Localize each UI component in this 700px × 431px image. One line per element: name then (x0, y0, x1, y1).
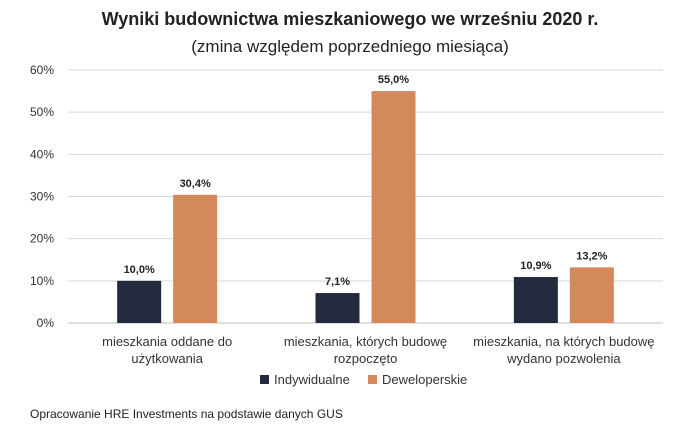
legend-swatch (260, 375, 269, 384)
chart-subtitle: (zmina względem poprzedniego miesiąca) (191, 37, 509, 56)
x-tick-label: wydano pozwolenia (506, 351, 621, 366)
data-label: 30,4% (180, 178, 211, 190)
y-tick-label: 40% (30, 147, 54, 161)
bar (315, 293, 360, 323)
legend-label: Deweloperskie (382, 372, 467, 387)
legend-swatch (368, 375, 377, 384)
y-tick-label: 60% (30, 63, 54, 77)
data-label: 55,0% (378, 74, 409, 86)
y-tick-label: 0% (37, 316, 55, 330)
bar (173, 194, 218, 323)
data-label: 10,9% (520, 260, 551, 272)
x-tick-label: mieszkania, których budowę (284, 334, 447, 349)
x-tick-label: rozpoczęto (334, 351, 398, 366)
data-label: 13,2% (576, 250, 607, 262)
legend-label: Indywidualne (274, 372, 350, 387)
chart-title: Wyniki budownictwa mieszkaniowego we wrz… (101, 9, 599, 29)
x-tick-label: mieszkania oddane do (102, 334, 232, 349)
y-tick-label: 20% (30, 232, 54, 246)
x-tick-label: mieszkania, na których budowę (473, 334, 654, 349)
bar (513, 277, 558, 323)
data-label: 7,1% (325, 276, 350, 288)
bar (569, 267, 614, 323)
y-tick-label: 30% (30, 190, 54, 204)
bar (117, 280, 162, 323)
y-tick-label: 50% (30, 105, 54, 119)
x-tick-label: użytkowania (131, 351, 203, 366)
y-tick-label: 10% (30, 274, 54, 288)
source-note: Opracowanie HRE Investments na podstawie… (30, 407, 343, 421)
bar (371, 91, 416, 323)
data-label: 10,0% (124, 264, 155, 276)
